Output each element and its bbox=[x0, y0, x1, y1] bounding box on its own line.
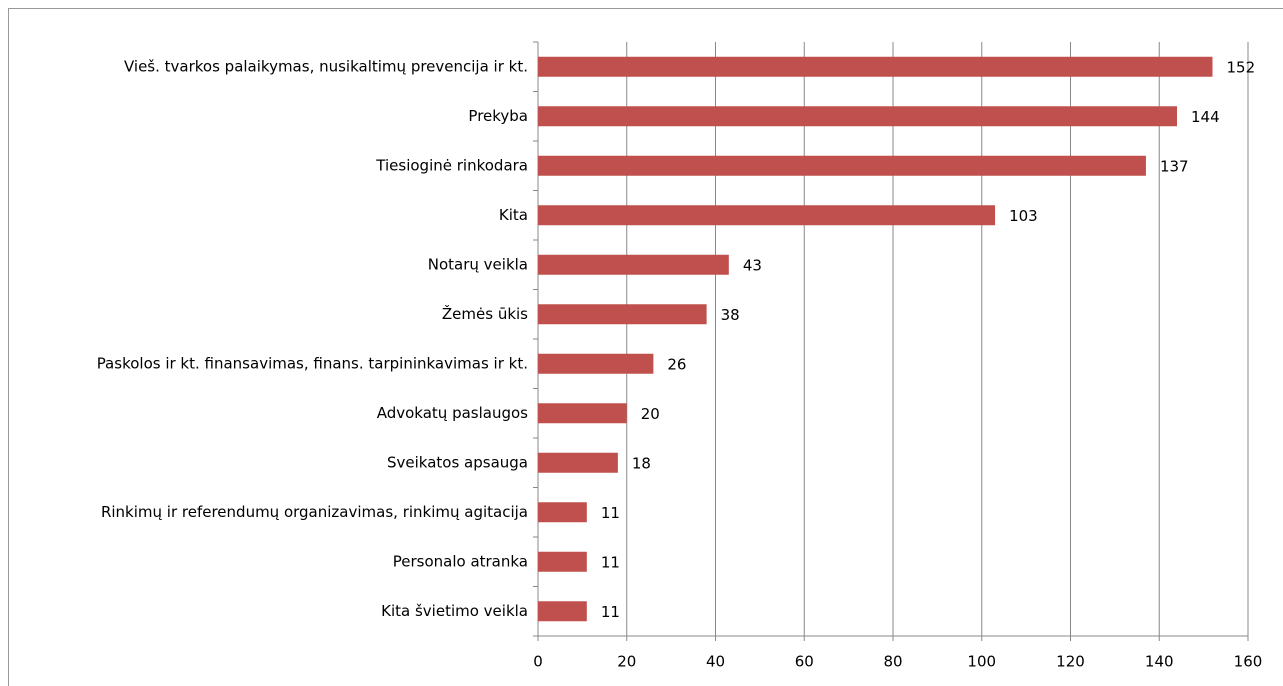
bar bbox=[538, 304, 707, 325]
bar bbox=[538, 551, 587, 572]
x-tick-label: 60 bbox=[795, 653, 814, 671]
x-tick-label: 120 bbox=[1056, 653, 1085, 671]
y-tick-label: Kita švietimo veikla bbox=[381, 602, 528, 620]
y-tick-label: Tiesioginė rinkodara bbox=[375, 156, 528, 174]
bar bbox=[538, 403, 627, 424]
x-tick-label: 100 bbox=[967, 653, 996, 671]
data-label: 20 bbox=[641, 405, 660, 423]
data-label: 152 bbox=[1227, 58, 1256, 76]
data-label: 26 bbox=[667, 355, 686, 373]
bar bbox=[538, 502, 587, 523]
y-tick-label: Kita bbox=[499, 206, 528, 224]
data-label: 103 bbox=[1009, 207, 1038, 225]
data-label: 43 bbox=[743, 256, 762, 274]
x-tick-label: 140 bbox=[1145, 653, 1174, 671]
data-label: 11 bbox=[601, 504, 620, 522]
y-tick-label: Notarų veikla bbox=[428, 255, 528, 273]
x-tick-label: 20 bbox=[617, 653, 636, 671]
bar bbox=[538, 205, 996, 226]
bar bbox=[538, 155, 1146, 176]
bar bbox=[538, 452, 618, 473]
y-tick-label: Personalo atranka bbox=[393, 552, 528, 570]
x-tick-label: 40 bbox=[706, 653, 725, 671]
y-tick-label: Žemės ūkis bbox=[442, 304, 528, 323]
y-tick-label: Rinkimų ir referendumų organizavimas, ri… bbox=[101, 503, 528, 521]
y-tick-label: Paskolos ir kt. finansavimas, finans. ta… bbox=[97, 354, 528, 372]
data-label: 144 bbox=[1191, 108, 1220, 126]
y-tick-label: Advokatų paslaugos bbox=[377, 404, 528, 422]
x-tick-label: 0 bbox=[533, 653, 543, 671]
data-label: 38 bbox=[721, 306, 740, 324]
bar bbox=[538, 601, 587, 622]
y-tick-label: Prekyba bbox=[468, 107, 528, 125]
bar bbox=[538, 56, 1213, 77]
x-tick-label: 160 bbox=[1234, 653, 1263, 671]
y-tick-label: Vieš. tvarkos palaikymas, nusikaltimų pr… bbox=[124, 57, 528, 75]
data-label: 11 bbox=[601, 603, 620, 621]
bar bbox=[538, 353, 654, 374]
bar bbox=[538, 106, 1177, 127]
y-tick-label: Sveikatos apsauga bbox=[387, 453, 528, 471]
bar bbox=[538, 254, 729, 275]
data-label: 18 bbox=[632, 454, 651, 472]
data-label: 137 bbox=[1160, 157, 1189, 175]
x-tick-label: 80 bbox=[883, 653, 902, 671]
data-label: 11 bbox=[601, 553, 620, 571]
